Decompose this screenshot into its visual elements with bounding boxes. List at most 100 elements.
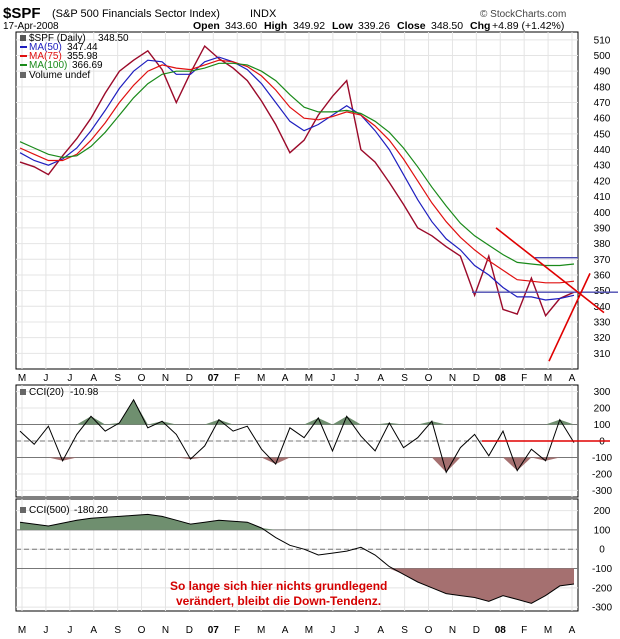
x-tick-label: F: [521, 625, 527, 636]
cci20-label: CCI(20): [29, 387, 64, 398]
description-label: (S&P 500 Financials Sector Index): [52, 8, 220, 20]
watermark: © StockCharts.com: [480, 9, 566, 20]
annotation-note: So lange sich hier nichts grundlegend ve…: [170, 579, 387, 608]
annotation-line-1: So lange sich hier nichts grundlegend: [170, 579, 387, 593]
x-tick-label: J: [330, 625, 335, 636]
cci500-axis-ticks: 200 100 0 -100 -200 -300: [592, 506, 612, 614]
cci-oversold-area: [20, 568, 574, 604]
x-tick-label: A: [282, 625, 289, 636]
x-tick-label: F: [234, 373, 240, 384]
x-tick-label: O: [425, 625, 433, 636]
x-tick-label: N: [449, 373, 456, 384]
y-tick-label: 380: [594, 239, 611, 250]
legend-ma100-value: 366.69: [72, 60, 103, 71]
y-tick-label: 200: [594, 506, 611, 517]
y-tick-label: 410: [594, 192, 611, 203]
x-tick-label: J: [67, 373, 72, 384]
low-value: 339.26: [358, 20, 390, 32]
y-tick-label: -300: [592, 603, 612, 614]
y-tick-label: 430: [594, 161, 611, 172]
cci-overbought-area: [20, 514, 574, 530]
cci500-value: -180.20: [74, 505, 108, 516]
x-tick-label: J: [354, 373, 359, 384]
x-tick-label: S: [114, 625, 121, 636]
x-tick-label: A: [90, 625, 97, 636]
cci500-series-line: [19, 513, 575, 604]
legend-ma100-label: MA(100): [29, 60, 67, 71]
legend: $SPF (Daily) 348.50 MA(50) 347.44 MA(75)…: [20, 33, 129, 81]
y-tick-label: 450: [594, 129, 611, 140]
y-tick-label: 330: [594, 317, 611, 328]
y-tick-label: 500: [594, 51, 611, 62]
close-label: Close: [397, 20, 426, 32]
x-tick-label: O: [425, 373, 433, 384]
cci500-fill: [20, 514, 574, 604]
y-tick-label: 490: [594, 67, 611, 78]
high-value: 349.92: [293, 20, 325, 32]
price-series-line: [19, 44, 575, 318]
y-tick-label: 300: [594, 387, 611, 398]
legend-price-swatch: [20, 35, 26, 41]
cci20-legend: CCI(20) -10.98: [20, 387, 99, 398]
ma50-series-line: [19, 56, 575, 301]
x-tick-label: A: [377, 373, 384, 384]
x-tick-label: S: [401, 625, 408, 636]
cci500-legend: CCI(500) -180.20: [20, 505, 108, 516]
x-tick-label: 07: [208, 373, 220, 384]
x-tick-label: D: [186, 625, 193, 636]
legend-ma75-label: MA(75): [29, 51, 62, 62]
cci20-value: -10.98: [70, 387, 99, 398]
legend-ma50-label: MA(50): [29, 42, 62, 53]
y-tick-label: 320: [594, 333, 611, 344]
date-label: 17-Apr-2008: [3, 21, 59, 32]
y-tick-label: 470: [594, 98, 611, 109]
y-tick-label: -300: [592, 486, 612, 497]
x-tick-label: M: [18, 625, 26, 636]
x-tick-label: A: [569, 625, 576, 636]
legend-ma50-value: 347.44: [67, 42, 98, 53]
x-tick-label: J: [330, 373, 335, 384]
chg-label: Chg: [470, 20, 490, 32]
ma75-series-line: [19, 59, 575, 284]
cci-overbought-area: [20, 399, 574, 425]
x-tick-label: M: [257, 625, 265, 636]
x-tick-label: A: [569, 373, 576, 384]
x-tick-label: A: [282, 373, 289, 384]
x-tick-label: F: [234, 625, 240, 636]
y-tick-label: 100: [594, 420, 611, 431]
y-tick-label: 360: [594, 270, 611, 281]
x-tick-label: M: [257, 373, 265, 384]
x-tick-label: 07: [208, 625, 220, 636]
y-tick-label: 340: [594, 302, 611, 313]
x-tick-label: M: [305, 373, 313, 384]
y-tick-label: 440: [594, 145, 611, 156]
x-tick-label: A: [90, 373, 97, 384]
y-tick-label: -100: [592, 564, 612, 575]
x-tick-label: O: [138, 625, 146, 636]
downtrend-line: [495, 227, 605, 314]
x-tick-label: J: [67, 625, 72, 636]
cci20-fill: [20, 399, 574, 473]
y-tick-label: 310: [594, 349, 611, 360]
y-tick-label: 390: [594, 223, 611, 234]
x-tick-label: N: [449, 625, 456, 636]
series-lines: [19, 44, 575, 604]
price-panel: [15, 31, 579, 370]
x-tick-label: A: [377, 625, 384, 636]
x-tick-label: M: [544, 625, 552, 636]
y-tick-label: 400: [594, 208, 611, 219]
x-tick-label: O: [138, 373, 146, 384]
ma100-series-line: [19, 62, 575, 267]
open-value: 343.60: [225, 20, 257, 32]
close-value: 348.50: [431, 20, 463, 32]
cci500-label: CCI(500): [29, 505, 70, 516]
x-tick-label: J: [43, 625, 48, 636]
open-label: Open: [193, 20, 220, 32]
y-tick-label: 460: [594, 114, 611, 125]
ohlc-summary: Open 343.60 High 349.92 Low 339.26 Close…: [193, 20, 564, 32]
x-tick-label: F: [521, 373, 527, 384]
y-tick-label: 370: [594, 255, 611, 266]
legend-ma75-value: 355.98: [67, 51, 98, 62]
x-tick-label: 08: [495, 625, 507, 636]
